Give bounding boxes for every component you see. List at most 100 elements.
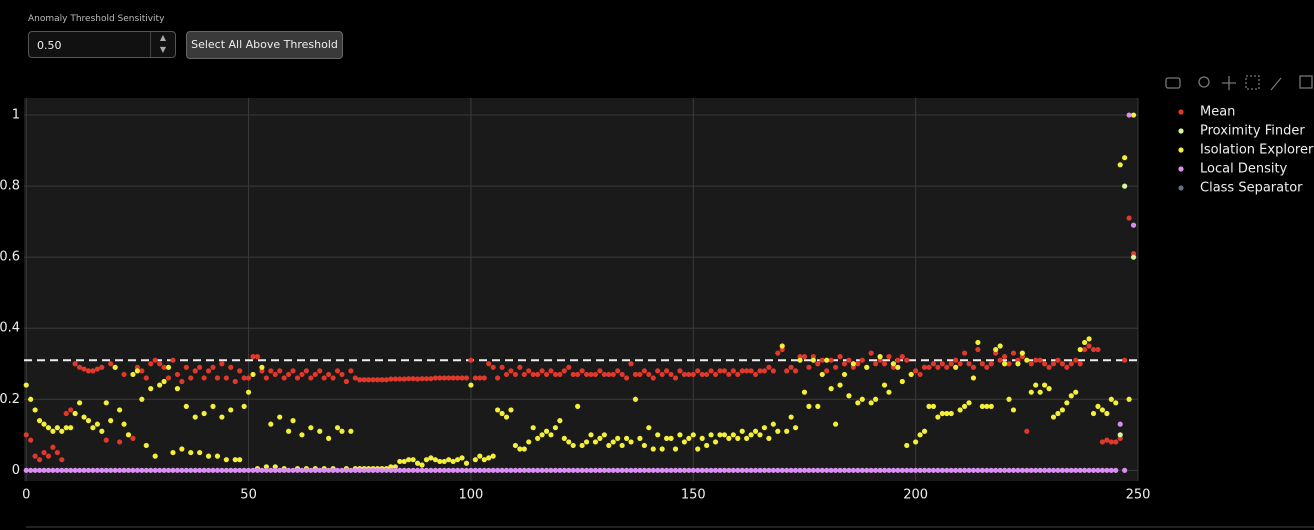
point	[139, 396, 145, 402]
point	[837, 354, 843, 360]
point	[214, 467, 221, 473]
point	[1122, 155, 1128, 161]
point	[361, 467, 367, 473]
point	[1082, 346, 1088, 353]
point	[232, 457, 238, 463]
point	[997, 357, 1003, 363]
point	[570, 467, 576, 473]
point	[165, 467, 172, 473]
point	[352, 375, 358, 381]
point	[1095, 403, 1101, 409]
point	[810, 354, 816, 360]
point	[143, 467, 149, 473]
point	[535, 467, 541, 473]
point	[668, 435, 674, 441]
point	[401, 458, 407, 465]
point	[463, 375, 470, 381]
point	[245, 467, 252, 473]
point	[286, 428, 292, 434]
point	[463, 460, 470, 466]
point	[1117, 435, 1123, 441]
point	[250, 467, 256, 473]
point	[1086, 343, 1092, 349]
point	[690, 467, 696, 473]
legend-label: Mean	[1200, 105, 1235, 120]
point	[76, 364, 83, 370]
x-tick-label: 0	[22, 488, 30, 503]
camera-icon[interactable]	[1165, 77, 1181, 89]
point	[414, 460, 421, 466]
spinner[interactable]: ▲ ▼	[150, 32, 175, 57]
point	[686, 467, 692, 473]
point	[988, 403, 994, 409]
autoscale-icon[interactable]	[1299, 75, 1313, 89]
point	[881, 467, 888, 473]
point	[272, 464, 278, 470]
point	[277, 467, 283, 473]
point	[628, 467, 634, 473]
point	[392, 464, 398, 470]
point	[121, 371, 127, 378]
point	[192, 467, 198, 473]
point	[997, 343, 1003, 349]
point	[832, 421, 839, 427]
lasso-icon[interactable]	[1270, 77, 1282, 91]
point	[1028, 361, 1034, 367]
point	[1050, 361, 1057, 367]
point	[921, 364, 928, 370]
point	[601, 467, 607, 473]
point	[254, 354, 261, 360]
point	[112, 467, 118, 473]
point	[744, 467, 750, 473]
select-icon[interactable]	[1245, 75, 1260, 90]
point	[1073, 389, 1079, 395]
threshold-input[interactable]: 0.50 ▲ ▼	[28, 31, 176, 58]
point	[157, 361, 163, 367]
point	[321, 375, 327, 381]
point	[984, 364, 990, 370]
point	[143, 375, 149, 381]
point	[99, 364, 105, 370]
point	[454, 375, 461, 381]
point	[966, 361, 972, 367]
point	[868, 467, 874, 473]
point	[1059, 467, 1065, 473]
input-value: 0.50	[37, 39, 62, 52]
point	[28, 467, 34, 473]
point	[539, 467, 545, 473]
point	[597, 467, 603, 473]
point	[446, 375, 452, 381]
point	[1130, 251, 1137, 257]
point	[263, 375, 269, 381]
legend-label: Local Density	[1200, 162, 1288, 177]
point	[36, 467, 43, 473]
point	[1113, 467, 1119, 473]
point	[543, 428, 550, 434]
point	[552, 425, 559, 431]
point	[59, 428, 65, 434]
point	[655, 432, 661, 438]
point	[1099, 467, 1106, 473]
point	[610, 371, 616, 378]
select-button[interactable]: Select All Above Threshold	[186, 31, 343, 59]
point	[23, 467, 29, 473]
x-tick-label: 50	[240, 488, 257, 503]
pan-icon[interactable]	[1222, 76, 1236, 90]
point	[797, 354, 803, 360]
point	[379, 467, 385, 473]
point	[308, 467, 314, 473]
point	[606, 442, 612, 449]
point	[188, 449, 194, 456]
point	[397, 376, 403, 382]
point	[1006, 361, 1012, 367]
point	[592, 439, 599, 445]
point	[904, 467, 910, 473]
point	[423, 376, 430, 382]
point	[1130, 222, 1137, 228]
point	[241, 467, 247, 473]
point	[570, 442, 576, 449]
zoom-icon[interactable]	[1198, 76, 1210, 88]
point	[41, 421, 47, 427]
point	[450, 375, 456, 381]
point	[535, 371, 541, 378]
